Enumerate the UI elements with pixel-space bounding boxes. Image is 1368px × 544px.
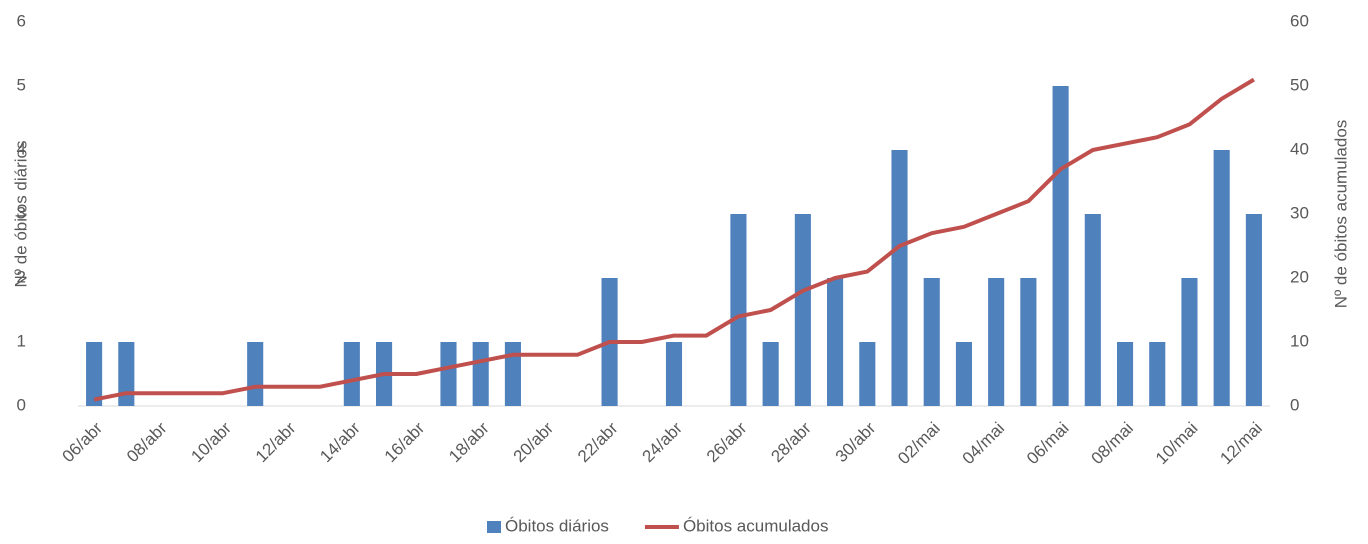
x-tick-label: 26/abr — [703, 418, 751, 466]
x-tick-label: 10/mai — [1152, 419, 1202, 469]
x-tick-label: 16/abr — [381, 418, 429, 466]
y2-tick-label: 20 — [1290, 267, 1309, 286]
bar — [730, 214, 747, 406]
x-tick-label: 06/mai — [1023, 419, 1073, 469]
x-tick-label: 28/abr — [767, 418, 815, 466]
bar — [440, 342, 457, 406]
y2-tick-label: 10 — [1290, 331, 1309, 350]
bar — [1213, 150, 1230, 406]
y-tick-label: 5 — [17, 75, 26, 94]
legend-swatch — [487, 521, 501, 533]
bar — [1084, 214, 1101, 406]
y-tick-label: 4 — [17, 139, 26, 158]
bar — [923, 278, 940, 406]
bar — [1052, 86, 1069, 406]
bar — [794, 214, 811, 406]
bar — [762, 342, 779, 406]
bar — [1020, 278, 1037, 406]
bar — [118, 342, 135, 406]
y2-tick-label: 0 — [1290, 395, 1299, 414]
x-tick-label: 12/mai — [1216, 419, 1266, 469]
bar — [86, 342, 103, 406]
y-axis-title: Nº de óbitos diários — [11, 140, 30, 287]
line — [93, 77, 1255, 402]
y2-axis-title: Nº de óbitos acumulados — [1331, 120, 1350, 309]
bar — [827, 278, 844, 406]
bar — [1181, 278, 1198, 406]
y-tick-label: 6 — [17, 11, 26, 30]
y-tick-label: 0 — [17, 395, 26, 414]
x-tick-label: 08/abr — [123, 418, 171, 466]
y-tick-label: 2 — [17, 267, 26, 286]
legend-label: Óbitos acumulados — [683, 516, 829, 535]
x-tick-label: 08/mai — [1088, 419, 1138, 469]
x-tick-label: 30/abr — [832, 418, 880, 466]
bar — [1245, 214, 1262, 406]
y2-tick-label: 40 — [1290, 139, 1309, 158]
bar — [504, 342, 521, 406]
x-tick-label: 18/abr — [445, 418, 493, 466]
y2-tick-label: 50 — [1290, 75, 1309, 94]
x-tick-label: 06/abr — [59, 418, 107, 466]
bar — [859, 342, 876, 406]
y2-tick-label: 30 — [1290, 203, 1309, 222]
bar — [988, 278, 1005, 406]
x-tick-label: 10/abr — [187, 418, 235, 466]
bar — [665, 342, 683, 406]
x-tick-label: 22/abr — [574, 418, 622, 466]
bar — [891, 150, 908, 406]
x-tick-label: 12/abr — [252, 418, 300, 466]
legend-label: Óbitos diários — [505, 516, 609, 535]
y2-tick-label: 60 — [1290, 11, 1309, 30]
x-tick-label: 02/mai — [894, 419, 944, 469]
x-tick-label: 04/mai — [959, 419, 1009, 469]
x-tick-label: 20/abr — [510, 418, 558, 466]
bar — [955, 342, 972, 406]
y-tick-label: 1 — [17, 331, 26, 350]
y-tick-label: 3 — [17, 203, 26, 222]
bar — [472, 342, 489, 406]
bar — [343, 342, 360, 406]
x-tick-label: 14/abr — [316, 418, 364, 466]
bar — [1149, 342, 1166, 406]
bar — [1116, 342, 1134, 406]
bar — [247, 342, 264, 406]
x-tick-label: 24/abr — [638, 418, 686, 466]
